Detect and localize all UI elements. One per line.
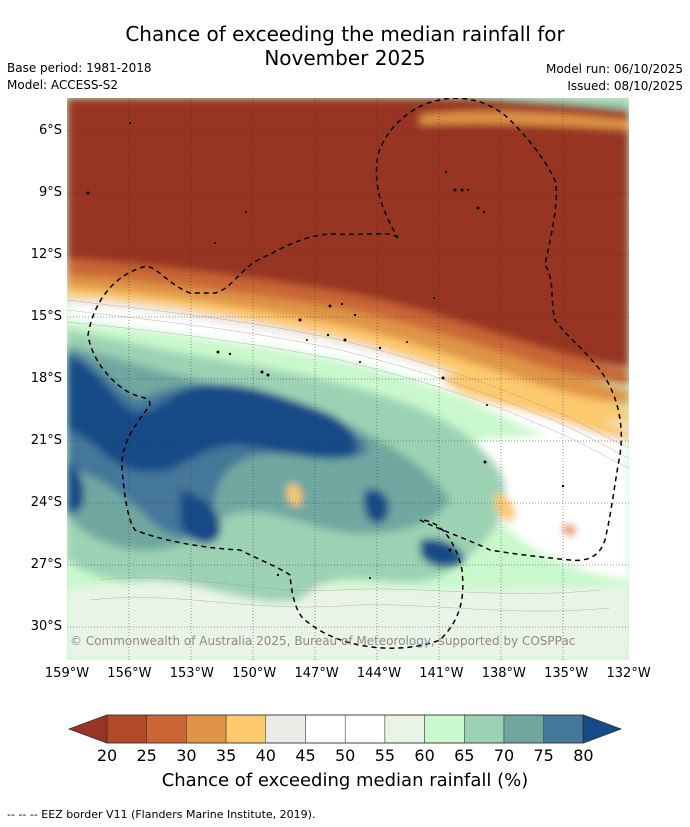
region-red-north	[67, 98, 629, 368]
colorbar-tick-label: 60	[414, 746, 435, 765]
meta-left: Base period: 1981-2018 Model: ACCESS-S2	[7, 60, 152, 94]
issued-date: Issued: 08/10/2025	[567, 79, 683, 93]
region-deep-blue	[67, 355, 357, 472]
colorbar-tick-label: 45	[295, 746, 316, 765]
lon-label: 159°W	[44, 666, 90, 681]
colorbar-swatch	[186, 714, 227, 744]
map-plot	[67, 98, 629, 660]
colorbar-label: Chance of exceeding median rainfall (%)	[161, 770, 529, 791]
lon-label: 153°W	[169, 666, 214, 681]
lat-label: 18°S	[30, 371, 62, 386]
model-run: Model run: 06/10/2025	[545, 62, 683, 76]
colorbar-tick-label: 80	[573, 746, 594, 765]
region-white-east	[470, 436, 629, 580]
colorbar-tick-label: 40	[255, 746, 276, 765]
colorbar-swatch	[543, 714, 584, 744]
region-yellow-band	[67, 265, 629, 425]
lat-label: 15°S	[30, 309, 62, 324]
colorbar-swatch	[384, 714, 425, 744]
colorbar-tick-label: 25	[136, 746, 157, 765]
rainfall-field	[67, 98, 629, 660]
colorbar-swatch	[265, 714, 306, 744]
colorbar	[67, 714, 623, 744]
region-grey-band	[67, 270, 629, 445]
region-deep-blue-west	[67, 460, 85, 515]
colorbar-tick-label: 65	[454, 746, 475, 765]
lat-label: 12°S	[30, 247, 62, 262]
colorbar-max-arrow	[583, 714, 623, 744]
lat-label: 6°S	[38, 123, 62, 138]
eez-border	[87, 98, 623, 649]
lat-label: 9°S	[38, 185, 62, 200]
lon-label: 147°W	[294, 666, 339, 681]
region-orange-band	[67, 262, 629, 405]
title-line-1: Chance of exceeding the median rainfall …	[125, 22, 565, 46]
colorbar-tick-label: 20	[96, 746, 118, 765]
region-green-north	[470, 98, 629, 110]
colorbar-tick-label: 35	[215, 746, 237, 765]
colorbar-swatch	[344, 714, 386, 744]
colorbar-swatch	[106, 714, 147, 744]
lat-label: 24°S	[30, 495, 62, 510]
colorbar-tick-label: 75	[533, 746, 554, 765]
colorbar-tick-label: 50	[335, 746, 356, 765]
islands	[86, 122, 565, 579]
colorbar-swatch	[503, 714, 544, 744]
colorbar-min-arrow	[67, 714, 108, 744]
region-dark-orange-band	[67, 255, 629, 385]
lon-label: 144°W	[356, 666, 402, 681]
region-deep-blue-center	[363, 489, 389, 524]
colorbar-swatch	[464, 714, 505, 744]
model-name: Model: ACCESS-S2	[7, 78, 119, 92]
colorbar-tick-label: 70	[493, 746, 515, 765]
colorbar-swatch	[424, 714, 465, 744]
colorbar-swatch	[305, 714, 346, 744]
spot-dry-east	[495, 494, 516, 522]
lon-label: 150°W	[232, 666, 277, 681]
base-period: Base period: 1981-2018	[7, 61, 152, 75]
lat-label: 21°S	[30, 433, 62, 448]
lon-label: 135°W	[544, 666, 589, 681]
lat-label: 30°S	[30, 619, 62, 634]
colorbar-tick-label: 55	[374, 746, 396, 765]
lat-label: 27°S	[30, 557, 62, 572]
spot-dry-far-east	[562, 524, 577, 536]
contour-lines	[67, 299, 629, 612]
colorbar-outline	[106, 714, 584, 744]
eez-legend-note: -- -- -- EEZ border V11 (Flanders Marine…	[7, 808, 316, 821]
colorbar-tick-label: 30	[176, 746, 197, 765]
graticule	[67, 98, 629, 660]
meta-right: Model run: 06/10/2025 Issued: 08/10/2025	[546, 61, 683, 95]
region-deep-blue-south	[180, 490, 221, 544]
colorbar-swatch	[146, 714, 187, 744]
region-pale-south	[67, 582, 629, 660]
title-line-2: November 2025	[264, 46, 426, 70]
spot-dry-center	[287, 484, 302, 507]
colorbar-swatches	[67, 714, 623, 744]
copyright-notice: © Commonwealth of Australia 2025, Bureau…	[70, 634, 576, 648]
lon-label: 138°W	[481, 666, 526, 681]
lon-label: 156°W	[107, 666, 152, 681]
colorbar-swatch	[225, 714, 267, 744]
map-title: Chance of exceeding the median rainfall …	[0, 22, 690, 70]
lon-label: 141°W	[419, 666, 464, 681]
region-orange-north	[420, 111, 629, 130]
lon-label: 132°W	[606, 666, 651, 681]
